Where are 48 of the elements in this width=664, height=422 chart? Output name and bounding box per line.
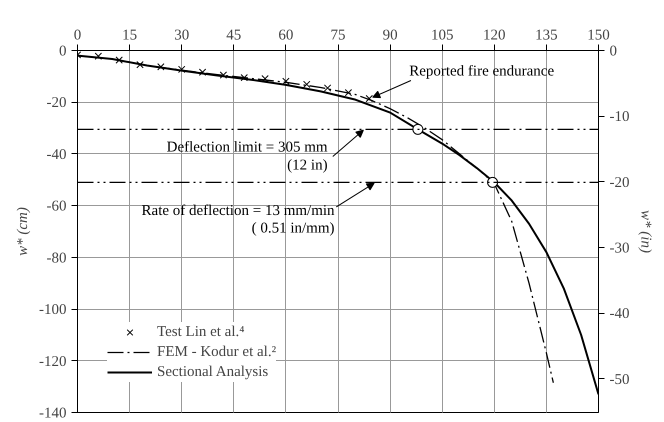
point — [198, 68, 206, 76]
x-tick-label: 75 — [330, 28, 346, 44]
legend-label: Sectional Analysis — [157, 362, 268, 382]
y-tick-label: -40 — [46, 146, 67, 163]
x-tick-label: 45 — [226, 28, 242, 44]
point — [220, 71, 228, 79]
x-tick-label: 90 — [382, 28, 398, 44]
point — [324, 84, 332, 92]
point — [116, 56, 123, 64]
y-tick-label: -140 — [39, 406, 67, 422]
point — [344, 88, 352, 96]
y-tick-label: -120 — [39, 354, 67, 370]
y-tick-label: 0 — [59, 44, 66, 60]
annotation: Reported fire endurance — [409, 63, 554, 80]
x-tick-label: 0 — [74, 28, 82, 44]
x-tick-label: 150 — [587, 28, 610, 44]
y-tick-label: -60 — [46, 198, 67, 215]
y-axis-title: w* (cm) — [15, 207, 32, 256]
y2-tick-label: -50 — [610, 372, 630, 388]
point — [366, 94, 373, 102]
x-tick-label: 135 — [535, 28, 558, 44]
y-tick-label: -20 — [46, 95, 67, 112]
legend-label: FEM - Kodur et al.² — [157, 342, 276, 362]
y2-tick-label: -30 — [610, 240, 630, 257]
y2-tick-label: -10 — [610, 109, 630, 126]
x-tick-label: 30 — [174, 28, 190, 44]
point — [303, 80, 310, 88]
y2-tick-label: 0 — [610, 44, 617, 60]
point — [261, 75, 269, 82]
annotation: Rate of deflection = 13 mm/min ( 0.51 in/mm) — [142, 203, 336, 237]
y-tick-label: -100 — [39, 302, 67, 318]
y2-axis-title: w* (in) — [637, 210, 654, 253]
point — [136, 61, 144, 68]
y-tick-label: -80 — [46, 250, 67, 266]
point — [94, 52, 102, 60]
x-tick-label: 105 — [430, 28, 454, 44]
point — [178, 66, 186, 74]
legend-label: Test Lin et al.⁴ — [157, 322, 244, 342]
x-tick-label: 15 — [122, 28, 138, 44]
point — [282, 78, 290, 85]
y2-tick-label: -20 — [610, 174, 630, 191]
point — [157, 63, 165, 70]
point — [240, 74, 248, 82]
point — [412, 124, 424, 135]
y2-tick-label: -40 — [610, 306, 630, 322]
x-tick-label: 120 — [483, 28, 506, 44]
annotation: Deflection limit = 305 mm (12 in) — [166, 140, 328, 174]
x-tick-label: 60 — [278, 28, 294, 44]
